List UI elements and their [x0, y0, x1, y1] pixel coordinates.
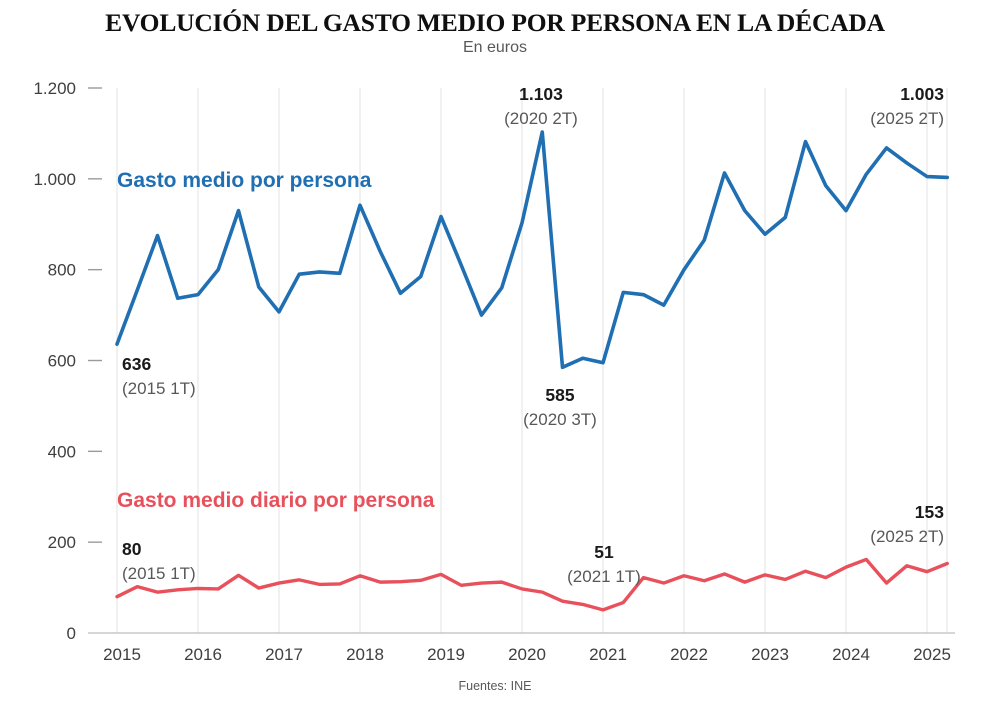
- y-tick-label-800: 800: [48, 261, 76, 280]
- source-note: Fuentes: INE: [458, 679, 532, 693]
- annotation-blue-start-value: 636: [122, 354, 151, 374]
- annotation-blue-peak-period: (2020 2T): [504, 109, 578, 128]
- annotation-red-start-period: (2015 1T): [122, 564, 196, 583]
- chart-subtitle: En euros: [462, 39, 528, 56]
- annotation-red-trough-period: (2021 1T): [567, 567, 641, 586]
- series-line-gasto-medio-por-persona: [115, 130, 950, 370]
- annotation-red-start-value: 80: [122, 539, 142, 559]
- y-tick-label-1.000: 1.000: [33, 170, 76, 189]
- y-tick-label-0: 0: [67, 624, 76, 643]
- annotation-blue-end-value: 1.003: [900, 84, 944, 104]
- y-tick-label-400: 400: [48, 442, 76, 461]
- y-tick-label-1.200: 1.200: [33, 79, 76, 98]
- annotation-blue-peak-value: 1.103: [519, 84, 563, 104]
- annotation-blue-start-period: (2015 1T): [122, 379, 196, 398]
- x-tick-label-2018: 2018: [346, 645, 384, 664]
- annotation-blue-end-period: (2025 2T): [870, 109, 944, 128]
- y-axis-group: 0 200 400 600 800 1.000 1.200: [33, 79, 102, 643]
- annotation-blue-trough-value: 585: [545, 385, 574, 405]
- x-axis-group: 2015 2016 2017 2018 2019 2020 2021 2022 2023 2024…: [103, 645, 951, 664]
- series-label-red: Gasto medio diario por persona: [117, 489, 435, 512]
- x-tick-label-2019: 2019: [427, 645, 465, 664]
- annotation-red-end-value: 153: [915, 502, 944, 522]
- annotation-blue-trough-period: (2020 3T): [523, 410, 597, 429]
- x-tick-label-2017: 2017: [265, 645, 303, 664]
- series-line-gasto-medio-diario-por-persona: [115, 557, 949, 612]
- annotation-red-trough-value: 51: [594, 542, 614, 562]
- x-tick-label-2024: 2024: [832, 645, 870, 664]
- x-tick-label-2025: 2025: [913, 645, 951, 664]
- annotation-red-end-period: (2025 2T): [870, 527, 944, 546]
- x-tick-label-2020: 2020: [508, 645, 546, 664]
- series-label-blue: Gasto medio por persona: [117, 169, 372, 192]
- y-tick-label-200: 200: [48, 533, 76, 552]
- x-tick-label-2023: 2023: [751, 645, 789, 664]
- x-tick-label-2015: 2015: [103, 645, 141, 664]
- x-tick-label-2016: 2016: [184, 645, 222, 664]
- x-tick-label-2022: 2022: [670, 645, 708, 664]
- y-tick-label-600: 600: [48, 352, 76, 371]
- x-tick-label-2021: 2021: [589, 645, 627, 664]
- page-title: EVOLUCIÓN DEL GASTO MEDIO POR PERSONA EN…: [105, 8, 885, 37]
